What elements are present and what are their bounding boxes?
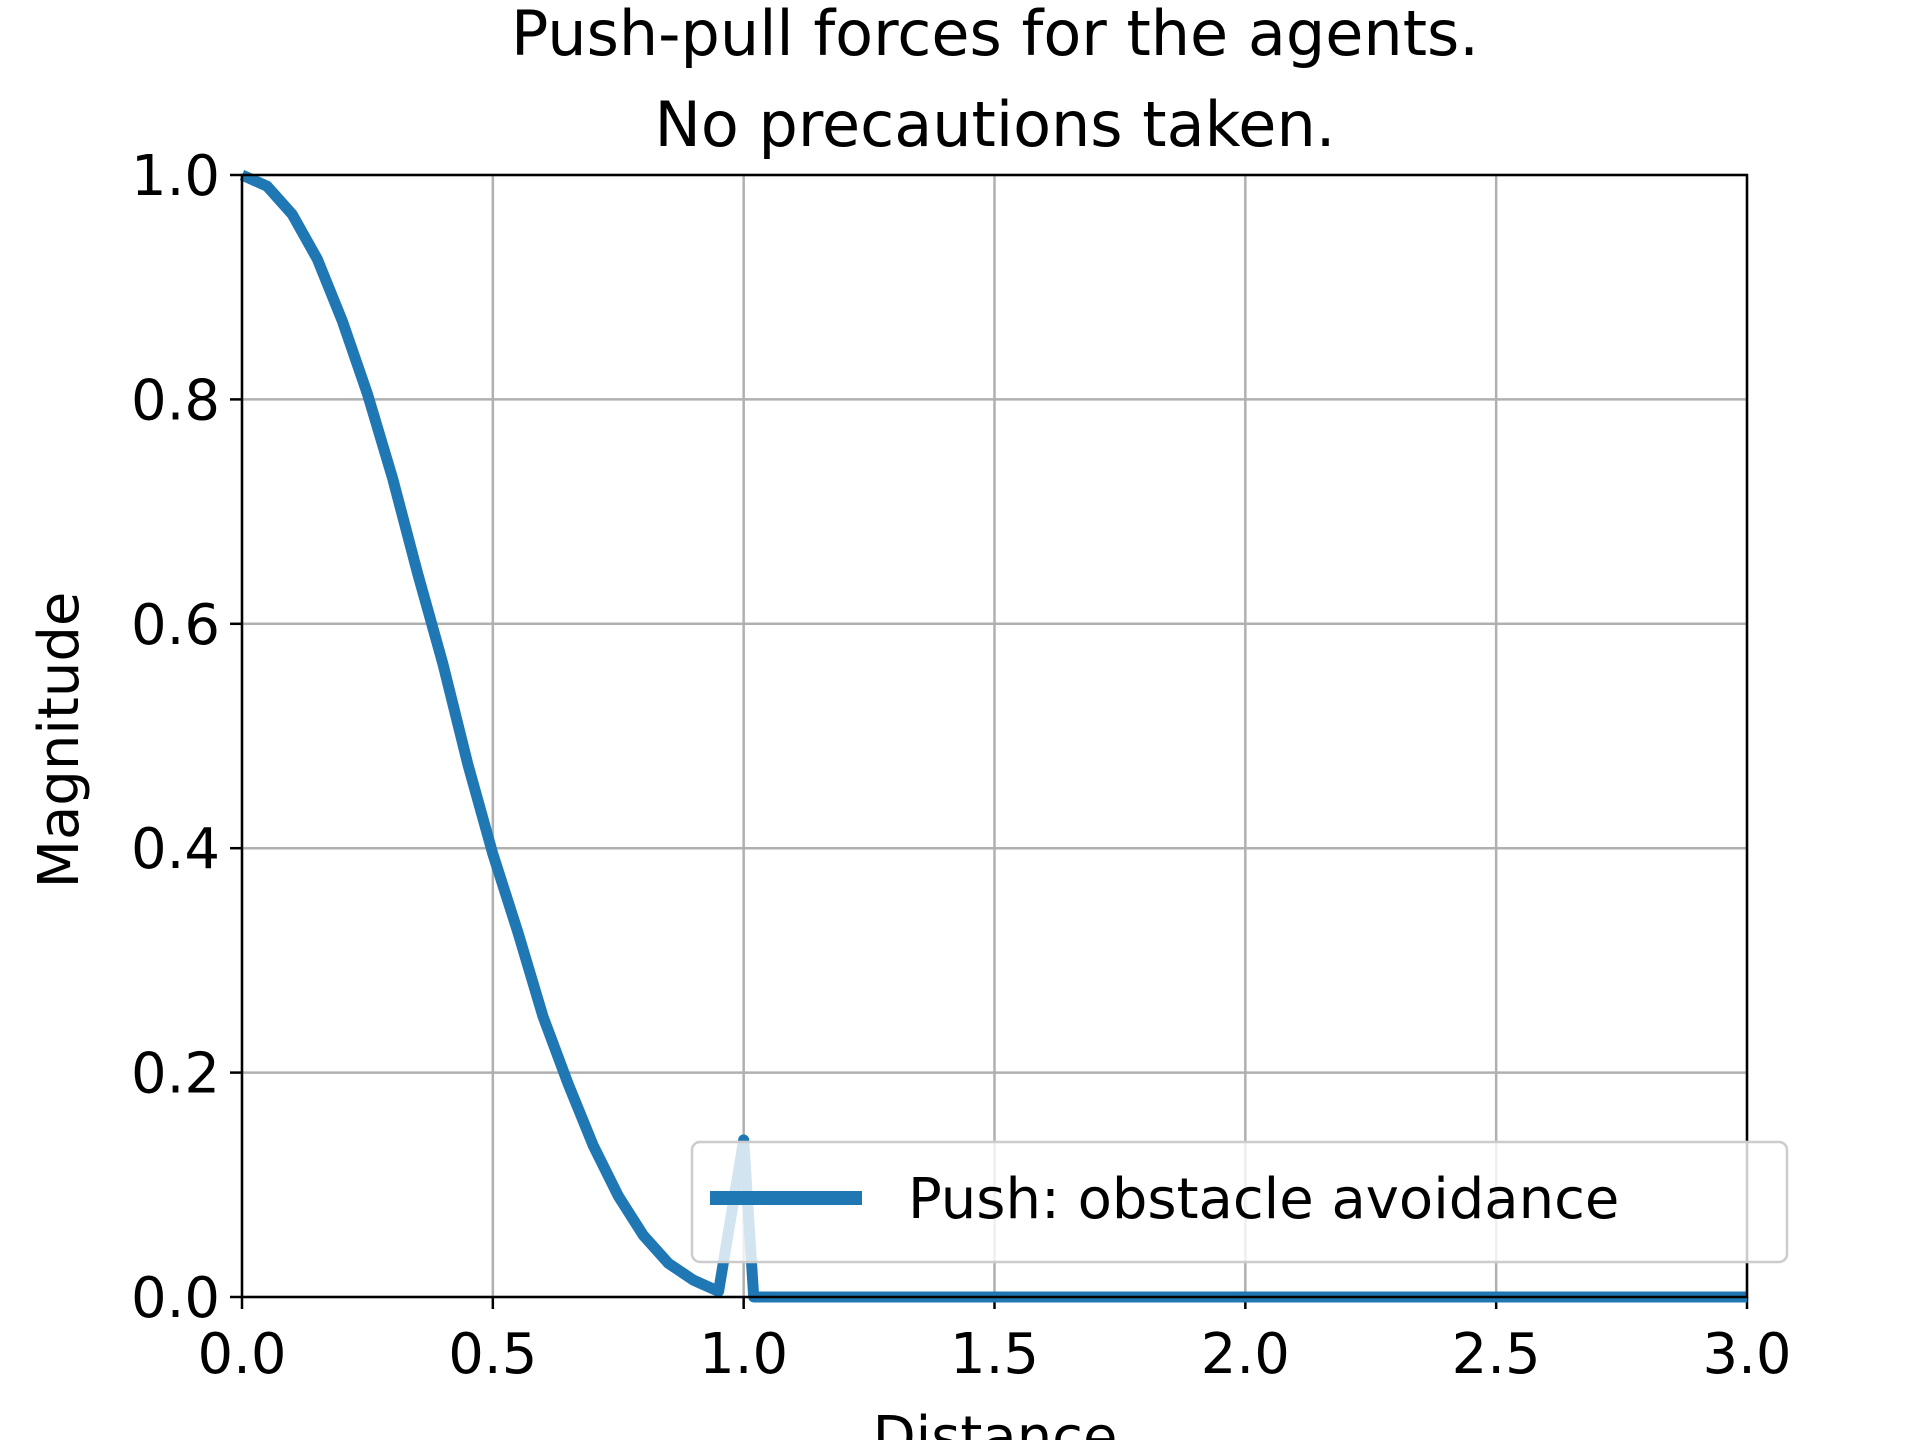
plot-area-frame	[240, 173, 1749, 1299]
y-tick-label: 0.2	[131, 1042, 220, 1107]
x-tick-label: 1.5	[950, 1322, 1039, 1387]
x-axis-ticks: 0.0 0.5 1.0 1.5 2.0 2.5 3.0	[197, 1297, 1792, 1387]
y-axis-label: Magnitude	[27, 592, 92, 889]
x-axis-label: Distance	[873, 1405, 1118, 1440]
y-tick-label: 0.4	[131, 817, 220, 882]
y-tick-label: 1.0	[131, 144, 220, 209]
x-tick-label: 2.5	[1452, 1322, 1541, 1387]
grid-lines	[240, 173, 1749, 1299]
y-axis-ticks: 0.0 0.2 0.4 0.6 0.8 1.0	[131, 144, 242, 1331]
legend: Push: obstacle avoidance	[690, 1140, 1789, 1264]
x-tick-label: 0.5	[448, 1322, 537, 1387]
chart-title-line-1: Push-pull forces for the agents.	[511, 0, 1479, 70]
y-tick-label: 0.8	[131, 368, 220, 433]
chart-title-line-2: No precautions taken.	[655, 88, 1336, 161]
y-tick-label: 0.6	[131, 593, 220, 658]
y-tick-label: 0.0	[131, 1266, 220, 1331]
x-tick-label: 0.0	[197, 1322, 286, 1387]
legend-label-push: Push: obstacle avoidance	[908, 1167, 1619, 1232]
legend-box	[690, 1140, 1789, 1264]
x-tick-label: 1.0	[699, 1322, 788, 1387]
x-tick-label: 2.0	[1201, 1322, 1290, 1387]
x-tick-label: 3.0	[1702, 1322, 1791, 1387]
